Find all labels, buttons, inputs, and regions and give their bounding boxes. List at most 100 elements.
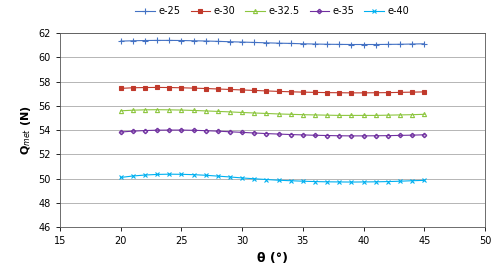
e-40 <box>118 176 124 179</box>
e-40 <box>178 173 184 176</box>
e-30 <box>276 90 281 93</box>
e-40 <box>239 176 245 179</box>
e-25 <box>142 39 148 42</box>
e-32.5 <box>422 113 428 116</box>
e-35 <box>154 129 160 132</box>
e-35 <box>252 131 258 135</box>
e-30 <box>142 86 148 89</box>
e-25 <box>288 42 294 45</box>
e-40 <box>300 179 306 183</box>
e-25 <box>154 39 160 42</box>
e-40 <box>227 175 233 179</box>
Line: e-35: e-35 <box>118 128 426 138</box>
e-32.5 <box>372 114 378 117</box>
e-40 <box>336 180 342 184</box>
e-32.5 <box>215 110 221 113</box>
e-32.5 <box>324 114 330 117</box>
e-40 <box>252 177 258 180</box>
e-35 <box>312 134 318 137</box>
e-25 <box>202 39 208 43</box>
e-40 <box>397 179 403 183</box>
e-25 <box>385 43 391 46</box>
e-30 <box>385 91 391 94</box>
e-35 <box>178 129 184 132</box>
e-32.5 <box>409 113 415 116</box>
e-35 <box>227 130 233 134</box>
e-30 <box>397 91 403 94</box>
e-40 <box>385 180 391 183</box>
e-40 <box>312 180 318 183</box>
e-32.5 <box>239 111 245 114</box>
e-25 <box>300 42 306 45</box>
e-32.5 <box>288 113 294 116</box>
e-32.5 <box>190 109 196 112</box>
e-32.5 <box>397 113 403 117</box>
e-32.5 <box>118 109 124 112</box>
e-32.5 <box>227 110 233 114</box>
e-35 <box>360 134 366 138</box>
e-25 <box>397 43 403 46</box>
e-25 <box>178 39 184 42</box>
e-25 <box>372 43 378 46</box>
e-40 <box>166 173 172 176</box>
e-25 <box>312 42 318 46</box>
e-30 <box>324 91 330 94</box>
e-32.5 <box>312 113 318 117</box>
e-32.5 <box>300 113 306 116</box>
e-32.5 <box>178 108 184 112</box>
e-30 <box>409 91 415 94</box>
e-40 <box>348 180 354 184</box>
e-32.5 <box>166 108 172 112</box>
e-40 <box>215 175 221 178</box>
e-25 <box>130 39 136 42</box>
e-35 <box>215 129 221 133</box>
e-32.5 <box>154 108 160 111</box>
e-35 <box>142 129 148 132</box>
e-30 <box>239 88 245 92</box>
e-35 <box>385 134 391 137</box>
e-25 <box>348 43 354 46</box>
e-30 <box>360 91 366 94</box>
Line: e-40: e-40 <box>118 172 426 184</box>
e-25 <box>239 40 245 44</box>
e-30 <box>288 90 294 93</box>
e-40 <box>130 174 136 178</box>
e-35 <box>202 129 208 132</box>
e-32.5 <box>252 111 258 115</box>
e-40 <box>276 179 281 182</box>
e-35 <box>348 134 354 138</box>
e-30 <box>252 89 258 92</box>
e-30 <box>154 86 160 89</box>
e-32.5 <box>264 112 270 115</box>
e-35 <box>239 131 245 134</box>
e-40 <box>324 180 330 183</box>
e-25 <box>118 39 124 43</box>
e-25 <box>215 40 221 43</box>
e-35 <box>409 134 415 137</box>
e-32.5 <box>202 109 208 112</box>
e-35 <box>324 134 330 137</box>
e-25 <box>190 39 196 42</box>
e-35 <box>288 133 294 136</box>
e-25 <box>324 43 330 46</box>
e-30 <box>300 91 306 94</box>
e-30 <box>336 91 342 94</box>
e-35 <box>300 133 306 137</box>
e-30 <box>178 86 184 89</box>
e-40 <box>202 174 208 177</box>
e-25 <box>276 42 281 45</box>
e-32.5 <box>360 114 366 117</box>
e-25 <box>264 41 270 45</box>
e-35 <box>166 129 172 132</box>
e-30 <box>372 91 378 94</box>
e-32.5 <box>276 112 281 116</box>
e-35 <box>422 133 428 137</box>
Legend: e-25, e-30, e-32.5, e-35, e-40: e-25, e-30, e-32.5, e-35, e-40 <box>132 3 412 19</box>
e-40 <box>154 173 160 176</box>
e-35 <box>372 134 378 137</box>
e-25 <box>227 40 233 43</box>
e-32.5 <box>348 114 354 117</box>
Y-axis label: Q$_{met}$ (N): Q$_{met}$ (N) <box>19 105 33 155</box>
e-40 <box>142 173 148 177</box>
e-30 <box>166 86 172 89</box>
